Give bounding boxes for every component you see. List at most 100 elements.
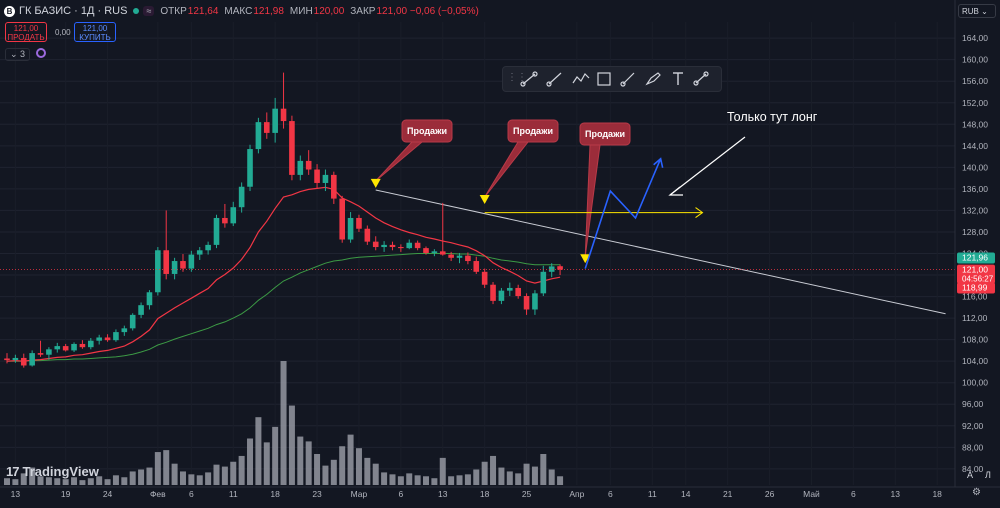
sell-label-text: Продажи	[585, 129, 625, 139]
ray-icon[interactable]	[546, 72, 562, 87]
candle-body	[347, 217, 354, 240]
x-tick-label: 13	[891, 489, 901, 499]
candle-body	[465, 255, 471, 262]
volume-bar	[531, 466, 538, 485]
candle-body	[255, 122, 262, 150]
trend-line-icon[interactable]	[520, 71, 538, 87]
candle-body	[481, 271, 488, 285]
sell-marker-arrow	[370, 178, 381, 188]
indicators-collapse-button[interactable]: ⌄ 3	[5, 48, 31, 61]
x-tick-label: 11	[648, 489, 657, 499]
price-label-countdown: 04:56:27	[962, 275, 994, 284]
candle-body	[557, 266, 563, 270]
volume-bar	[12, 479, 19, 485]
volume-bar	[179, 471, 186, 485]
volume-bars	[4, 361, 564, 485]
x-tick-label: 21	[723, 489, 733, 499]
candle-body	[280, 108, 287, 122]
candle-body	[71, 343, 77, 351]
currency-selector[interactable]: RUB ⌄	[958, 4, 996, 18]
log-scale-button[interactable]: Л	[985, 470, 991, 480]
candle-body	[372, 241, 379, 248]
brush-icon[interactable]	[620, 72, 635, 87]
projection-arrow-head	[653, 157, 664, 168]
volume-bar	[297, 436, 304, 485]
candle-body	[322, 174, 329, 183]
indicator-settings-icon[interactable]	[36, 48, 46, 58]
candle-body	[196, 250, 203, 255]
candle-body	[37, 353, 44, 355]
buy-button[interactable]: 121,00 КУПИТЬ	[74, 22, 116, 42]
x-tick-label: 18	[270, 489, 280, 499]
candle-body	[129, 314, 136, 329]
x-tick-label: 26	[765, 489, 775, 499]
candle-body	[163, 250, 170, 274]
toolbar-grip-icon[interactable]: ⋮⋮	[507, 72, 527, 83]
volume-bar	[347, 434, 354, 485]
volume-bar	[406, 473, 413, 485]
drawing-toolbar: ⋮⋮	[502, 66, 722, 92]
y-tick-label: 112,00	[962, 313, 988, 323]
candle-body	[62, 346, 69, 351]
candle-body	[289, 121, 295, 175]
symbol-title[interactable]: ГК БАЗИС · 1Д · RUS	[19, 5, 128, 17]
candle-body	[180, 261, 186, 269]
open-key: ОТКР	[160, 5, 187, 17]
candle-body	[523, 296, 530, 310]
market-status-icon	[133, 8, 140, 14]
volume-bar	[523, 463, 530, 485]
candle-body	[238, 186, 245, 208]
volume-bar	[314, 454, 321, 485]
horizontal-arrow-head	[695, 207, 704, 218]
auto-scale-button[interactable]: A	[966, 470, 973, 480]
measure-icon[interactable]	[693, 71, 709, 86]
candle-body	[138, 305, 144, 315]
volume-bar	[423, 476, 429, 485]
sell-marker-arrow	[580, 254, 591, 264]
candle-body	[88, 340, 94, 348]
note-arrow-head	[668, 186, 683, 196]
volume-bar	[37, 476, 44, 485]
text-icon[interactable]	[673, 72, 683, 85]
y-tick-label: 148,00	[962, 119, 988, 129]
y-tick-label: 96,00	[962, 399, 984, 409]
x-tick-label: Апр	[569, 489, 584, 499]
sell-price: 121,00	[13, 24, 39, 33]
candle-body	[331, 174, 337, 199]
candle-body	[188, 254, 195, 269]
volume-bar	[322, 465, 329, 485]
highlighter-icon[interactable]	[645, 72, 661, 86]
x-tick-label: Фев	[150, 489, 166, 499]
y-tick-label: 164,00	[962, 33, 988, 43]
ema-fast-line	[6, 186, 561, 362]
volume-bar	[188, 474, 195, 485]
volume-bar	[29, 467, 36, 485]
candle-body	[263, 122, 270, 133]
volume-bar	[330, 459, 337, 485]
volume-bar	[464, 474, 471, 485]
path-icon[interactable]	[572, 73, 590, 84]
volume-bar	[205, 472, 212, 485]
volume-bar	[146, 467, 153, 485]
volume-bar	[4, 478, 10, 485]
sell-label-text: Продажи	[513, 126, 553, 136]
volume-bar	[230, 461, 237, 485]
spread-value: 0,00	[55, 28, 71, 37]
compare-icon[interactable]: ≈	[143, 6, 155, 16]
x-tick-label: 13	[438, 489, 448, 499]
x-tick-label: 6	[608, 489, 613, 499]
y-tick-label: 152,00	[962, 98, 988, 108]
candle-body	[222, 217, 228, 224]
gear-icon[interactable]: ⚙	[972, 487, 981, 498]
y-tick-label: 92,00	[962, 421, 984, 431]
x-tick-label: 25	[522, 489, 532, 499]
y-tick-label: 108,00	[962, 335, 988, 345]
candle-body	[213, 217, 220, 245]
rectangle-icon[interactable]	[597, 72, 611, 86]
grid-lines	[0, 22, 955, 485]
x-tick-label: 6	[189, 489, 194, 499]
sell-button[interactable]: 121,00 ПРОДАТЬ	[5, 22, 47, 42]
volume-bar	[71, 477, 78, 485]
x-tick-label: 11	[229, 489, 238, 499]
